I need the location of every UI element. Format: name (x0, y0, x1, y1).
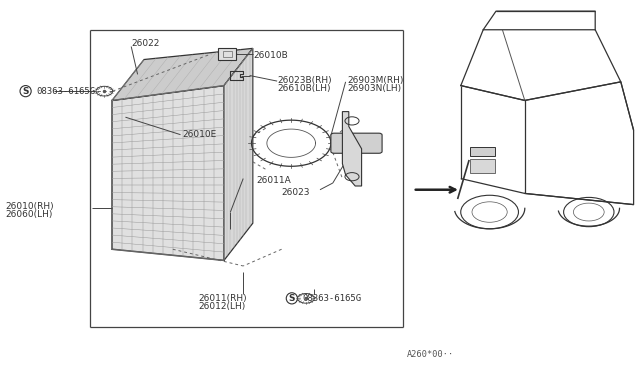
Polygon shape (112, 86, 224, 260)
Text: S: S (289, 294, 295, 303)
Text: S: S (22, 87, 29, 96)
Text: 26903M(RH): 26903M(RH) (348, 76, 404, 85)
Bar (218, 48, 236, 60)
Text: 26010B: 26010B (253, 51, 288, 60)
Polygon shape (342, 112, 362, 186)
Text: 26011(RH): 26011(RH) (198, 294, 247, 303)
Text: 26060(LH): 26060(LH) (5, 210, 52, 219)
Polygon shape (224, 48, 253, 260)
Text: 26012(LH): 26012(LH) (198, 302, 246, 311)
Text: 26903N(LH): 26903N(LH) (348, 84, 402, 93)
Text: 26023B(RH): 26023B(RH) (277, 76, 332, 85)
Text: 08363-6165G: 08363-6165G (303, 294, 362, 303)
Text: 26610B(LH): 26610B(LH) (277, 84, 331, 93)
Bar (470, 159, 495, 173)
Bar (223, 51, 232, 57)
Text: A260*00··: A260*00·· (406, 350, 454, 359)
Text: 26023: 26023 (282, 188, 310, 197)
Text: 26010(RH): 26010(RH) (5, 202, 54, 211)
Text: 26010E: 26010E (182, 130, 217, 139)
Text: 26022: 26022 (131, 39, 159, 48)
Text: 08363-6165G: 08363-6165G (36, 87, 95, 96)
FancyBboxPatch shape (331, 133, 382, 153)
Polygon shape (112, 48, 253, 100)
Bar (470, 147, 495, 156)
Text: 26011A: 26011A (256, 176, 291, 185)
